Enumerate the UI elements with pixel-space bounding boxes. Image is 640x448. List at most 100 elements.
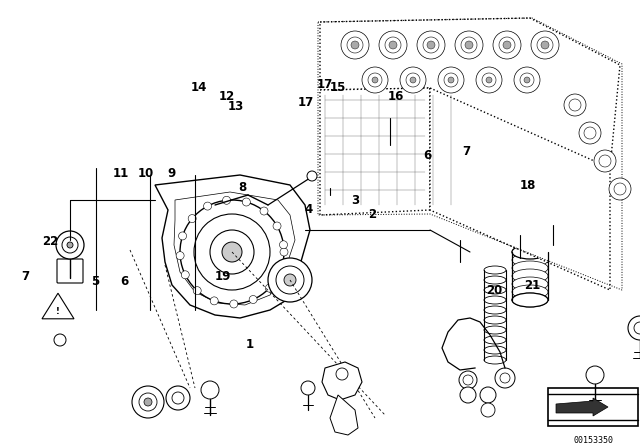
Circle shape bbox=[176, 252, 184, 260]
Text: !: ! bbox=[56, 307, 60, 316]
Text: 4: 4 bbox=[305, 203, 312, 216]
Circle shape bbox=[438, 67, 464, 93]
Ellipse shape bbox=[484, 356, 506, 364]
Text: 11: 11 bbox=[112, 167, 129, 181]
Circle shape bbox=[455, 31, 483, 59]
Circle shape bbox=[307, 171, 317, 181]
Ellipse shape bbox=[484, 296, 506, 304]
Circle shape bbox=[417, 31, 445, 59]
Ellipse shape bbox=[484, 326, 506, 334]
Ellipse shape bbox=[484, 336, 506, 344]
Circle shape bbox=[223, 196, 230, 204]
Ellipse shape bbox=[364, 167, 382, 177]
Ellipse shape bbox=[512, 269, 548, 283]
Circle shape bbox=[179, 232, 186, 240]
Circle shape bbox=[541, 41, 549, 49]
Circle shape bbox=[609, 178, 631, 200]
Text: 17: 17 bbox=[298, 95, 314, 109]
Circle shape bbox=[260, 207, 268, 215]
Text: 7: 7 bbox=[462, 145, 470, 158]
Ellipse shape bbox=[420, 167, 438, 177]
Circle shape bbox=[476, 67, 502, 93]
Text: 21: 21 bbox=[524, 279, 541, 293]
Text: 20: 20 bbox=[486, 284, 502, 297]
Ellipse shape bbox=[512, 245, 548, 259]
Circle shape bbox=[193, 287, 201, 295]
Circle shape bbox=[531, 31, 559, 59]
Polygon shape bbox=[330, 395, 358, 435]
Circle shape bbox=[465, 41, 473, 49]
Circle shape bbox=[266, 284, 273, 292]
Circle shape bbox=[351, 41, 359, 49]
Ellipse shape bbox=[512, 277, 548, 291]
Circle shape bbox=[514, 67, 540, 93]
Circle shape bbox=[144, 398, 152, 406]
Circle shape bbox=[480, 387, 496, 403]
Text: 2: 2 bbox=[369, 207, 376, 221]
Text: 16: 16 bbox=[387, 90, 404, 103]
Ellipse shape bbox=[481, 124, 519, 146]
Circle shape bbox=[493, 31, 521, 59]
Text: 14: 14 bbox=[190, 81, 207, 94]
Polygon shape bbox=[42, 293, 74, 319]
Ellipse shape bbox=[512, 253, 548, 267]
Circle shape bbox=[372, 77, 378, 83]
Circle shape bbox=[188, 215, 196, 223]
Ellipse shape bbox=[484, 266, 506, 274]
Ellipse shape bbox=[512, 293, 548, 307]
Polygon shape bbox=[556, 398, 608, 416]
Circle shape bbox=[132, 386, 164, 418]
Circle shape bbox=[276, 266, 304, 294]
Circle shape bbox=[524, 77, 530, 83]
Circle shape bbox=[243, 198, 250, 206]
Ellipse shape bbox=[484, 306, 506, 314]
Circle shape bbox=[628, 316, 640, 340]
Circle shape bbox=[54, 334, 66, 346]
Circle shape bbox=[486, 77, 492, 83]
Circle shape bbox=[410, 77, 416, 83]
Circle shape bbox=[586, 366, 604, 384]
Circle shape bbox=[448, 77, 454, 83]
Circle shape bbox=[634, 322, 640, 334]
Circle shape bbox=[181, 271, 189, 279]
Circle shape bbox=[362, 67, 388, 93]
Circle shape bbox=[280, 241, 287, 249]
Circle shape bbox=[201, 381, 219, 399]
Text: 1: 1 bbox=[246, 337, 253, 351]
Circle shape bbox=[166, 386, 190, 410]
Circle shape bbox=[400, 67, 426, 93]
Ellipse shape bbox=[361, 124, 399, 146]
Polygon shape bbox=[430, 88, 610, 290]
Circle shape bbox=[62, 237, 78, 253]
Circle shape bbox=[564, 94, 586, 116]
Ellipse shape bbox=[484, 276, 506, 284]
Circle shape bbox=[579, 122, 601, 144]
Circle shape bbox=[273, 222, 281, 230]
Ellipse shape bbox=[512, 245, 548, 259]
Ellipse shape bbox=[421, 124, 459, 146]
Circle shape bbox=[481, 403, 495, 417]
Circle shape bbox=[210, 297, 218, 305]
Circle shape bbox=[336, 368, 348, 380]
Circle shape bbox=[459, 371, 477, 389]
Ellipse shape bbox=[336, 167, 354, 177]
Text: 18: 18 bbox=[520, 179, 536, 193]
Circle shape bbox=[276, 267, 284, 276]
Text: 00153350: 00153350 bbox=[573, 436, 613, 445]
Circle shape bbox=[210, 230, 254, 274]
Circle shape bbox=[460, 387, 476, 403]
Circle shape bbox=[379, 31, 407, 59]
Circle shape bbox=[204, 202, 212, 210]
Text: 15: 15 bbox=[330, 81, 346, 94]
Bar bbox=[548, 388, 638, 426]
Circle shape bbox=[194, 214, 270, 290]
Text: 17: 17 bbox=[317, 78, 333, 91]
Circle shape bbox=[594, 150, 616, 172]
Text: 3: 3 bbox=[351, 194, 359, 207]
Circle shape bbox=[284, 274, 296, 286]
Text: 19: 19 bbox=[214, 270, 231, 284]
Circle shape bbox=[427, 41, 435, 49]
Ellipse shape bbox=[512, 293, 548, 307]
Circle shape bbox=[180, 200, 284, 304]
Circle shape bbox=[230, 300, 238, 308]
